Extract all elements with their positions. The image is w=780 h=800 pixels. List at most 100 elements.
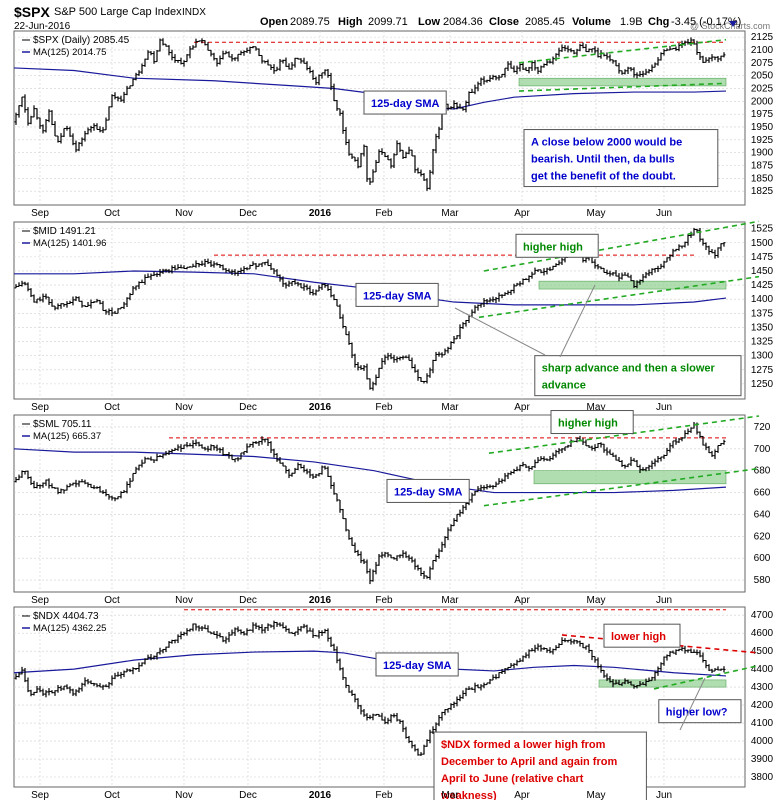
y-tick-label: 4600 <box>751 628 774 639</box>
month-label: Dec <box>239 402 257 413</box>
y-tick-label: 660 <box>754 488 771 499</box>
header-value: 2085.45 <box>525 16 565 28</box>
y-tick-label: 1925 <box>751 135 774 146</box>
month-label: Apr <box>514 208 530 219</box>
support-zone <box>533 470 727 485</box>
month-label: Jun <box>656 208 672 219</box>
header-value: 2089.75 <box>290 16 330 28</box>
trendline <box>483 220 760 272</box>
y-tick-label: 3800 <box>751 772 774 783</box>
y-tick-label: 1275 <box>751 365 774 376</box>
month-label: Dec <box>239 790 257 800</box>
y-tick-label: 2050 <box>751 71 774 82</box>
month-label: Oct <box>104 790 120 800</box>
month-label: Jun <box>656 402 672 413</box>
trendline <box>518 38 727 64</box>
month-label: May <box>587 208 606 219</box>
callout-pointer <box>559 284 596 358</box>
ohlc-series <box>14 37 726 191</box>
y-tick-label: 1500 <box>751 238 774 249</box>
month-label: 2016 <box>309 402 332 413</box>
month-label: Mar <box>441 595 459 606</box>
month-label: Nov <box>175 595 193 606</box>
panel-legend: $NDX 4404.73 <box>33 611 99 622</box>
month-label: Nov <box>175 402 193 413</box>
support-zone <box>538 280 727 290</box>
month-label: Feb <box>375 402 393 413</box>
annotation-box <box>550 410 634 435</box>
header-label: Close <box>489 16 519 28</box>
trendline <box>483 467 760 507</box>
month-label: Oct <box>104 208 120 219</box>
annotation-text: 125-day SMA <box>371 98 440 110</box>
panel-3: 580 600 620 640 660 680 700 720 $SML 705.11MA(12… <box>13 410 771 606</box>
trendline <box>488 415 760 454</box>
y-tick-label: 4500 <box>751 646 774 657</box>
annotation-text: advance <box>542 380 586 392</box>
sma-legend: MA(125) 665.37 <box>33 431 101 442</box>
trendline <box>478 275 760 319</box>
annotation-box <box>433 731 647 800</box>
callout-pointer <box>679 677 706 731</box>
month-label: Jun <box>656 595 672 606</box>
annotation-text: A close below 2000 would be <box>531 137 682 149</box>
y-tick-label: 1825 <box>751 186 774 197</box>
month-label: Mar <box>441 208 459 219</box>
y-tick-label: 1525 <box>751 224 774 235</box>
support-zone <box>518 77 727 87</box>
y-tick-label: 1425 <box>751 280 774 291</box>
y-tick-label: 4100 <box>751 718 774 729</box>
y-tick-label: 680 <box>754 466 771 477</box>
annotation-text: 125-day SMA <box>394 486 463 498</box>
annotation-box <box>355 282 439 307</box>
sma-line <box>13 448 727 494</box>
annotation-box <box>363 90 447 115</box>
header-label: Open <box>260 16 288 28</box>
month-label: Oct <box>104 595 120 606</box>
annotation-box <box>386 478 470 503</box>
header-label: Volume <box>572 16 611 28</box>
month-label: 2016 <box>309 790 332 800</box>
panel-legend: $SML 705.11 <box>33 419 92 430</box>
month-label: May <box>587 595 606 606</box>
month-label: Mar <box>441 402 459 413</box>
month-label: Sep <box>31 595 49 606</box>
month-label: Sep <box>31 402 49 413</box>
annotation-box <box>515 233 599 258</box>
annotation-text: lower high <box>611 631 666 643</box>
y-tick-label: 1350 <box>751 322 774 333</box>
annotation-text: higher low? <box>666 707 728 719</box>
y-tick-label: 2025 <box>751 83 774 94</box>
annotation-text: $NDX formed a lower high from <box>441 739 606 751</box>
month-label: Jun <box>656 790 672 800</box>
sma-legend: MA(125) 4362.25 <box>33 623 106 634</box>
header-label: High <box>338 16 363 28</box>
header-value: 1.9B <box>620 16 643 28</box>
y-tick-label: 3900 <box>751 754 774 765</box>
month-label: Mar <box>441 790 459 800</box>
month-label: 2016 <box>309 595 332 606</box>
month-label: 2016 <box>309 208 332 219</box>
trendline <box>518 82 727 92</box>
month-label: Oct <box>104 402 120 413</box>
y-tick-label: 1450 <box>751 266 774 277</box>
month-label: Sep <box>31 208 49 219</box>
annotation-box <box>658 699 742 724</box>
annotation-text: sharp advance and then a slower <box>542 363 716 375</box>
y-tick-label: 1400 <box>751 294 774 305</box>
y-tick-label: 1300 <box>751 351 774 362</box>
month-label: Apr <box>514 402 530 413</box>
month-label: Nov <box>175 790 193 800</box>
callout-pointer <box>454 307 546 356</box>
ohlc-series <box>14 620 726 756</box>
header-label: Low <box>418 16 440 28</box>
panel-legend: $MID 1491.21 <box>33 226 96 237</box>
header-value: -3.45 (-0.17%) <box>671 16 741 28</box>
y-tick-label: 4700 <box>751 610 774 621</box>
month-label: May <box>587 402 606 413</box>
y-tick-label: 720 <box>754 422 771 433</box>
trendline <box>561 634 760 654</box>
annotation-box <box>534 355 742 397</box>
symbol-title: $SPX <box>14 4 50 20</box>
